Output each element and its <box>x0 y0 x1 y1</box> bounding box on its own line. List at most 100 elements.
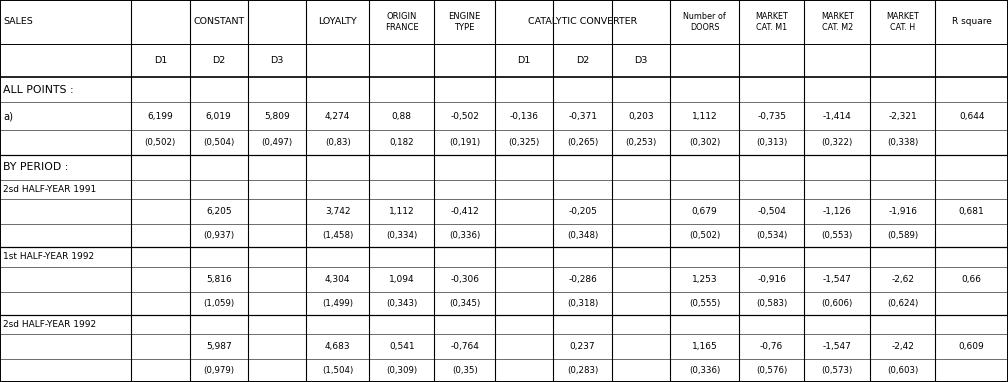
Text: 5,816: 5,816 <box>206 275 232 283</box>
Text: -2,42: -2,42 <box>891 342 914 351</box>
Text: -2,321: -2,321 <box>888 112 917 121</box>
Text: -1,547: -1,547 <box>823 342 852 351</box>
Text: (0,253): (0,253) <box>625 138 657 147</box>
Text: LOYALTY: LOYALTY <box>319 17 357 26</box>
Text: (0,309): (0,309) <box>386 366 417 375</box>
Text: (0,348): (0,348) <box>566 231 599 240</box>
Text: 0,182: 0,182 <box>389 138 414 147</box>
Text: (0,325): (0,325) <box>508 138 540 147</box>
Text: -0,306: -0,306 <box>451 275 479 283</box>
Text: (0,979): (0,979) <box>204 366 234 375</box>
Text: 5,809: 5,809 <box>264 112 290 121</box>
Text: 1,094: 1,094 <box>389 275 414 283</box>
Text: D2: D2 <box>576 56 590 65</box>
Text: 0,88: 0,88 <box>392 112 411 121</box>
Text: (0,624): (0,624) <box>887 299 918 308</box>
Text: (0,336): (0,336) <box>449 231 481 240</box>
Text: D2: D2 <box>212 56 226 65</box>
Text: (0,322): (0,322) <box>822 138 853 147</box>
Text: -0,916: -0,916 <box>757 275 786 283</box>
Text: (0,534): (0,534) <box>756 231 787 240</box>
Text: MARKET
CAT. M1: MARKET CAT. M1 <box>755 12 788 32</box>
Text: 0,609: 0,609 <box>959 342 985 351</box>
Text: -0,502: -0,502 <box>451 112 479 121</box>
Text: D1: D1 <box>153 56 167 65</box>
Text: 0,681: 0,681 <box>959 207 985 216</box>
Text: 0,679: 0,679 <box>691 207 718 216</box>
Text: (0,583): (0,583) <box>756 299 787 308</box>
Text: MARKET
CAT. M2: MARKET CAT. M2 <box>821 12 854 32</box>
Text: (0,553): (0,553) <box>822 231 853 240</box>
Text: (1,458): (1,458) <box>322 231 354 240</box>
Text: 2sd HALF-YEAR 1992: 2sd HALF-YEAR 1992 <box>3 320 96 329</box>
Text: (0,502): (0,502) <box>144 138 176 147</box>
Text: 4,304: 4,304 <box>325 275 351 283</box>
Text: (0,318): (0,318) <box>566 299 599 308</box>
Text: 6,199: 6,199 <box>147 112 173 121</box>
Text: (0,313): (0,313) <box>756 138 787 147</box>
Text: (0,576): (0,576) <box>756 366 787 375</box>
Text: -0,371: -0,371 <box>569 112 597 121</box>
Text: (0,191): (0,191) <box>450 138 480 147</box>
Text: ORIGIN
FRANCE: ORIGIN FRANCE <box>385 12 418 32</box>
Text: 0,203: 0,203 <box>628 112 654 121</box>
Text: ENGINE
TYPE: ENGINE TYPE <box>449 12 481 32</box>
Text: -0,205: -0,205 <box>569 207 597 216</box>
Text: 1,112: 1,112 <box>389 207 414 216</box>
Text: (0,343): (0,343) <box>386 299 417 308</box>
Text: -1,547: -1,547 <box>823 275 852 283</box>
Text: 0,66: 0,66 <box>962 275 982 283</box>
Text: 2sd HALF-YEAR 1991: 2sd HALF-YEAR 1991 <box>3 185 97 194</box>
Text: -1,414: -1,414 <box>823 112 852 121</box>
Text: D1: D1 <box>517 56 531 65</box>
Text: R square: R square <box>952 17 992 26</box>
Text: -0,76: -0,76 <box>760 342 783 351</box>
Text: -1,126: -1,126 <box>823 207 852 216</box>
Text: 3,742: 3,742 <box>325 207 351 216</box>
Text: BY PERIOD :: BY PERIOD : <box>3 162 69 172</box>
Text: (1,504): (1,504) <box>322 366 354 375</box>
Text: 1st HALF-YEAR 1992: 1st HALF-YEAR 1992 <box>3 252 94 261</box>
Text: (0,589): (0,589) <box>887 231 918 240</box>
Text: 1,165: 1,165 <box>691 342 718 351</box>
Text: (0,334): (0,334) <box>386 231 417 240</box>
Text: -0,504: -0,504 <box>757 207 786 216</box>
Text: -0,286: -0,286 <box>569 275 597 283</box>
Text: (0,265): (0,265) <box>566 138 599 147</box>
Text: CATALYTIC CONVERTER: CATALYTIC CONVERTER <box>528 17 637 26</box>
Text: -1,916: -1,916 <box>888 207 917 216</box>
Text: (0,283): (0,283) <box>566 366 599 375</box>
Text: (0,606): (0,606) <box>822 299 853 308</box>
Text: D3: D3 <box>634 56 648 65</box>
Text: (0,338): (0,338) <box>887 138 918 147</box>
Text: -0,136: -0,136 <box>510 112 538 121</box>
Text: (0,573): (0,573) <box>822 366 853 375</box>
Text: SALES: SALES <box>3 17 33 26</box>
Text: 1,253: 1,253 <box>691 275 718 283</box>
Text: 4,683: 4,683 <box>325 342 351 351</box>
Text: a): a) <box>3 111 13 121</box>
Text: 0,237: 0,237 <box>570 342 596 351</box>
Text: (0,555): (0,555) <box>688 299 721 308</box>
Text: 1,112: 1,112 <box>691 112 718 121</box>
Text: 6,205: 6,205 <box>206 207 232 216</box>
Text: (0,35): (0,35) <box>452 366 478 375</box>
Text: 4,274: 4,274 <box>325 112 351 121</box>
Text: (0,336): (0,336) <box>688 366 721 375</box>
Text: -2,62: -2,62 <box>891 275 914 283</box>
Text: (0,937): (0,937) <box>204 231 234 240</box>
Text: CONSTANT: CONSTANT <box>194 17 244 26</box>
Text: (0,345): (0,345) <box>449 299 481 308</box>
Text: ALL POINTS :: ALL POINTS : <box>3 85 74 95</box>
Text: -0,764: -0,764 <box>451 342 479 351</box>
Text: -0,412: -0,412 <box>451 207 479 216</box>
Text: 5,987: 5,987 <box>206 342 232 351</box>
Text: (0,502): (0,502) <box>688 231 721 240</box>
Text: (0,603): (0,603) <box>887 366 918 375</box>
Text: (0,302): (0,302) <box>688 138 721 147</box>
Text: (1,059): (1,059) <box>204 299 234 308</box>
Text: MARKET
CAT. H: MARKET CAT. H <box>886 12 919 32</box>
Text: (0,83): (0,83) <box>325 138 351 147</box>
Text: 0,644: 0,644 <box>959 112 985 121</box>
Text: Number of
DOORS: Number of DOORS <box>683 12 726 32</box>
